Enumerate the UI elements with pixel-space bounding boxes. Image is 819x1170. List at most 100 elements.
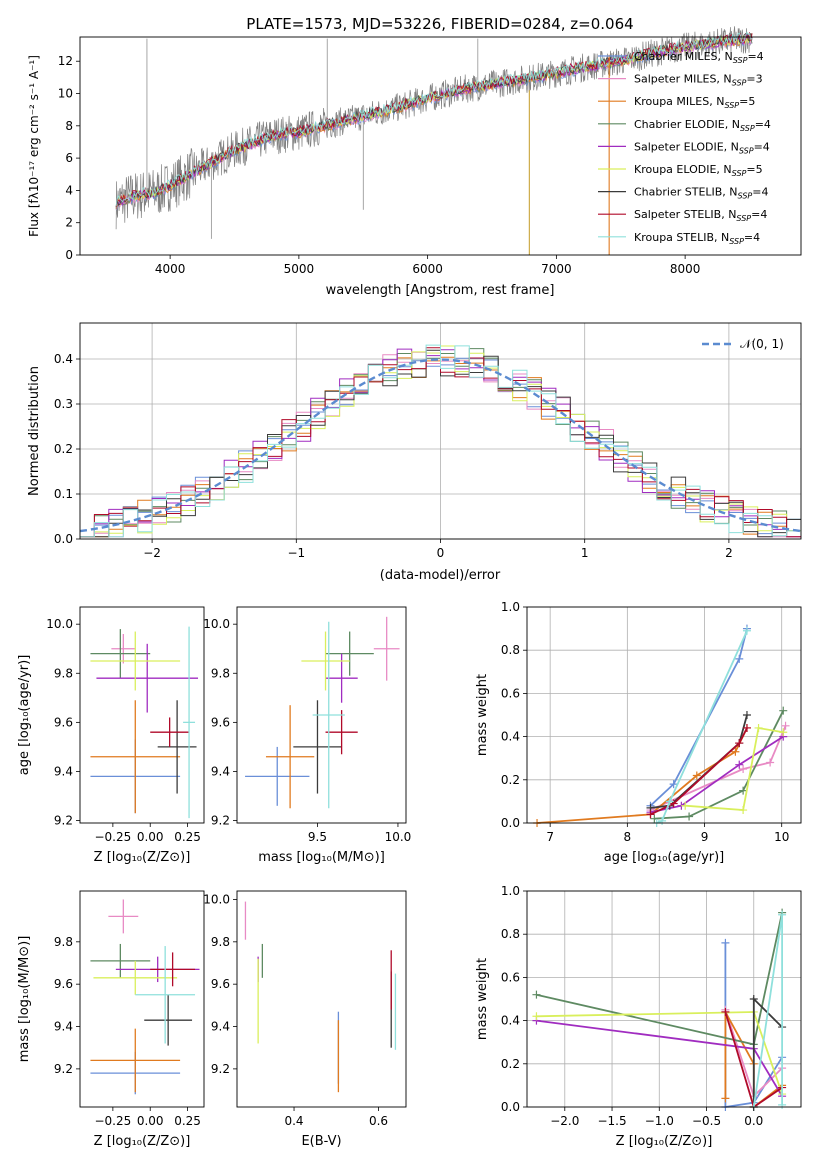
x-tick-label: 7 <box>546 830 554 844</box>
y-tick-label: 0.4 <box>54 352 73 366</box>
y-tick-label: 9.2 <box>54 1062 73 1076</box>
y-tick-label: 9.6 <box>54 977 73 991</box>
x-tick-label: 10.0 <box>385 830 412 844</box>
y-tick-label: 8 <box>65 119 73 133</box>
x-axis-label: age [log₁₀(age/yr)] <box>604 850 725 865</box>
spectrum-legend: Chabrier MILES, NSSP=4 Salpeter MILES, NS… <box>598 50 771 246</box>
mass-vs-Z-panel: −0.25 0.00 0.25 9.2 9.4 9.6 9.8 Z [log₁₀(Z/Z⊙)]… <box>17 890 205 1149</box>
model-spectrum-line <box>115 31 753 207</box>
y-tick-label: 0.0 <box>501 816 520 830</box>
plus-marker <box>692 771 701 780</box>
x-axis-label: mass [log₁₀(M/M⊙)] <box>258 850 385 865</box>
plus-marker <box>742 626 751 635</box>
x-tick-label: 0.00 <box>137 830 164 844</box>
y-tick-label: 10 <box>58 87 73 101</box>
x-tick-label: 10 <box>774 830 789 844</box>
massweight-vs-Z-panel: −2.0 −1.5 −1.0 −0.5 0.0 0.0 0.2 0.4 0.6 0.8 1.0 Z [… <box>475 884 802 1149</box>
y-tick-label: 0.6 <box>501 686 520 700</box>
residual-histogram-step <box>80 351 801 538</box>
x-tick-label: −1.0 <box>645 1114 674 1128</box>
mass-weight-series-line <box>685 726 784 811</box>
y-tick-label: 0.8 <box>501 643 520 657</box>
y-tick-label: 0.4 <box>501 1014 520 1028</box>
x-tick-label: 0.00 <box>137 1114 164 1128</box>
x-tick-label: 5000 <box>284 262 315 276</box>
normal-curve <box>79 358 802 533</box>
mass-weight-series-line <box>656 630 748 824</box>
spectrum-plot-area <box>115 26 753 255</box>
y-tick-label: 1.0 <box>501 600 520 614</box>
legend-label: Salpeter MILES, NSSP=3 <box>634 73 763 88</box>
histogram-ticks: −2 −1 0 1 2 0.0 0.1 0.2 0.3 0.4 <box>54 352 733 560</box>
x-tick-label: −0.5 <box>692 1114 721 1128</box>
plus-marker <box>778 910 787 919</box>
spectrum-ticks: 4000 5000 6000 7000 8000 0 2 4 6 8 10 12 <box>58 54 701 276</box>
y-tick-label: 4 <box>65 183 73 197</box>
age-vs-Z-panel: −0.25 0.00 0.25 9.2 9.4 9.6 9.8 10.0 Z [log₁₀(Z/… <box>17 606 205 865</box>
histogram-ylabel: Normed distribution <box>27 366 42 496</box>
y-tick-label: 2 <box>65 216 73 230</box>
y-tick-label: 9.6 <box>54 715 73 729</box>
plus-marker <box>779 728 788 737</box>
legend-label: Chabrier MILES, NSSP=4 <box>634 50 764 65</box>
model-spectrum-line <box>115 32 753 207</box>
y-tick-label: 9.4 <box>54 764 73 778</box>
x-axis-label: E(B-V) <box>301 1134 341 1149</box>
y-axis-label: mass [log₁₀(M/M⊙)] <box>17 936 32 1063</box>
y-tick-label: 0.2 <box>501 1057 520 1071</box>
plus-marker <box>721 938 730 947</box>
y-tick-label: 9.6 <box>211 977 230 991</box>
plus-marker <box>739 806 748 815</box>
axes-frame <box>236 890 407 1108</box>
x-tick-label: −1 <box>287 546 305 560</box>
y-tick-label: 0.2 <box>54 442 73 456</box>
plus-marker <box>778 1100 787 1109</box>
y-tick-label: 0.1 <box>54 487 73 501</box>
y-tick-label: 12 <box>58 54 73 68</box>
axes-frame <box>236 606 407 824</box>
plus-marker <box>721 1007 730 1016</box>
legend-label: Chabrier ELODIE, NSSP=4 <box>634 118 771 133</box>
plus-marker <box>721 1094 730 1103</box>
x-tick-label: −1.5 <box>597 1114 626 1128</box>
plus-marker <box>658 816 667 825</box>
x-tick-label: 0.4 <box>284 1114 303 1128</box>
normal-legend-label: 𝒩(0, 1) <box>740 337 784 351</box>
x-axis-label: Z [log₁₀(Z/Z⊙)] <box>94 850 191 865</box>
y-tick-label: 0.2 <box>501 773 520 787</box>
plus-marker <box>735 760 744 769</box>
x-tick-label: 2 <box>725 546 733 560</box>
y-tick-label: 0.6 <box>501 970 520 984</box>
spectrum-panel: PLATE=1573, MJD=53226, FIBERID=0284, z=0… <box>27 15 802 298</box>
y-tick-label: 9.8 <box>54 935 73 949</box>
legend-label: Salpeter ELODIE, NSSP=4 <box>634 140 770 155</box>
legend-label: Salpeter STELIB, NSSP=4 <box>634 208 767 223</box>
plus-marker <box>742 723 751 732</box>
histogram-panel: −2 −1 0 1 2 0.0 0.1 0.2 0.3 0.4 (data-model)/erro… <box>27 322 802 583</box>
plus-marker <box>532 990 541 999</box>
plus-marker <box>749 995 758 1003</box>
mass-weight-series-line <box>654 710 785 820</box>
legend-label: Chabrier STELIB, NSSP=4 <box>634 186 768 201</box>
y-tick-label: 0 <box>65 248 73 262</box>
plus-marker <box>739 765 748 773</box>
plus-marker <box>781 721 790 730</box>
x-tick-label: 9 <box>701 830 709 844</box>
mass-weight-series-line <box>650 725 787 811</box>
y-axis-label: mass weight <box>475 674 490 756</box>
y-tick-label: 9.4 <box>54 1020 73 1034</box>
y-tick-label: 9.4 <box>211 1020 230 1034</box>
y-tick-label: 0.0 <box>501 1100 520 1114</box>
x-tick-label: 9.5 <box>308 830 327 844</box>
x-tick-label: −0.25 <box>94 1114 131 1128</box>
plus-marker <box>669 780 678 789</box>
spectrum-xlabel: wavelength [Angstrom, rest frame] <box>326 283 555 298</box>
mass-weight-series-line <box>650 727 748 816</box>
plus-marker <box>646 810 655 819</box>
y-tick-label: 0.3 <box>54 397 73 411</box>
x-tick-label: 0.25 <box>174 830 201 844</box>
y-tick-label: 9.2 <box>54 814 73 828</box>
axes-frame <box>79 890 205 1108</box>
x-axis-label: Z [log₁₀(Z/Z⊙)] <box>94 1134 191 1149</box>
